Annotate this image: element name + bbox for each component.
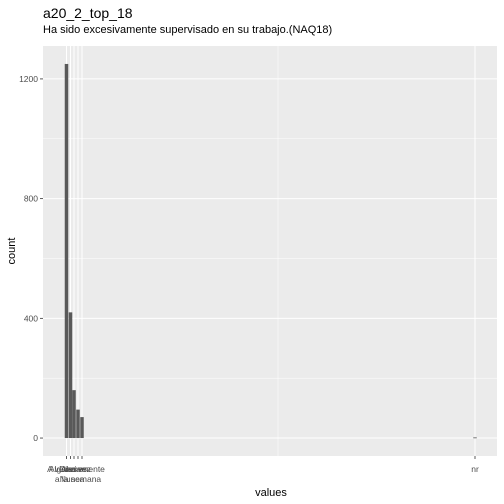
x-axis-title: values bbox=[255, 487, 287, 499]
bar-diariamente bbox=[80, 417, 84, 439]
chart-subtitle: Ha sido excesivamente supervisado en su … bbox=[43, 24, 333, 36]
plot-panel bbox=[43, 46, 497, 456]
bar-layer bbox=[64, 63, 477, 439]
y-tick-label: 0 bbox=[33, 433, 38, 443]
bar-alguna-vez bbox=[68, 312, 73, 439]
x-tick-label: Diariamente bbox=[59, 464, 105, 474]
x-tick-label: a la semana bbox=[55, 474, 102, 484]
x-tick-label-nr: nr bbox=[471, 464, 479, 474]
x-tick-label: Alguna vez bbox=[49, 464, 91, 474]
bar-nr bbox=[473, 437, 477, 439]
y-tick-label: 400 bbox=[24, 313, 38, 323]
chart-title: a20_2_top_18 bbox=[43, 5, 133, 21]
y-tick-label: 800 bbox=[24, 194, 38, 204]
bar-semanalmente bbox=[76, 409, 80, 439]
bar-nunca bbox=[64, 63, 69, 439]
y-axis-ticks: 0 400 800 1200 bbox=[19, 74, 43, 443]
x-tick-label: A veces bbox=[47, 464, 77, 474]
y-tick-label: 1200 bbox=[19, 74, 38, 84]
bar-mensualmente bbox=[72, 390, 76, 439]
x-tick-label: Nunca bbox=[60, 474, 85, 484]
y-axis-title: count bbox=[6, 238, 18, 265]
x-tick-label: Al mes bbox=[61, 464, 87, 474]
